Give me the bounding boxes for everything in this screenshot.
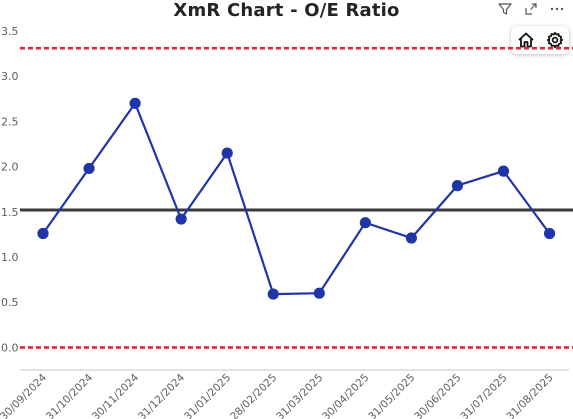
data-point — [83, 162, 95, 175]
x-tick-label: 31/05/2025 — [366, 372, 417, 419]
x-tick-label: 30/09/2024 — [0, 371, 49, 419]
data-point — [313, 287, 325, 299]
x-tick-label: 31/08/2025 — [504, 372, 555, 419]
more-options-icon[interactable] — [549, 1, 565, 17]
y-tick-label: 2.0 — [1, 161, 19, 174]
filter-icon[interactable] — [497, 1, 513, 17]
x-tick-label: 31/03/2025 — [274, 372, 325, 419]
data-point — [405, 232, 417, 244]
x-tick-label: 30/06/2025 — [412, 372, 463, 419]
data-point — [267, 288, 279, 300]
x-tick-label: 31/10/2024 — [44, 371, 96, 419]
data-point — [221, 147, 233, 159]
series-line — [42, 102, 551, 296]
visual-header — [497, 0, 565, 18]
chart-toolbar — [511, 26, 569, 54]
y-tick-label: 0.5 — [1, 296, 19, 309]
y-tick-label: 1.0 — [1, 251, 19, 264]
y-tick-label: 0.0 — [1, 341, 19, 354]
data-point — [37, 227, 49, 240]
x-tick-label: 30/04/2025 — [320, 372, 371, 419]
data-point — [359, 217, 371, 229]
x-tick-label: 28/02/2025 — [228, 372, 279, 419]
y-tick-label: 1.5 — [1, 206, 19, 219]
data-point — [543, 227, 556, 240]
gear-icon[interactable] — [545, 30, 565, 50]
data-point — [497, 165, 510, 177]
chart-title: XmR Chart - O/E Ratio — [173, 0, 400, 21]
data-point — [451, 180, 464, 192]
focus-mode-icon[interactable] — [523, 1, 539, 17]
data-point — [175, 213, 187, 225]
x-tick-label: 31/01/2025 — [182, 372, 233, 419]
y-tick-label: 2.5 — [1, 115, 19, 128]
x-tick-label: 30/11/2024 — [90, 371, 142, 419]
x-tick-label: 31/07/2025 — [458, 372, 509, 419]
home-icon[interactable] — [516, 30, 536, 50]
data-point — [129, 97, 141, 109]
y-tick-label: 3.5 — [1, 25, 19, 38]
y-tick-label: 3.0 — [1, 70, 19, 83]
x-tick-label: 31/12/2024 — [136, 371, 188, 419]
